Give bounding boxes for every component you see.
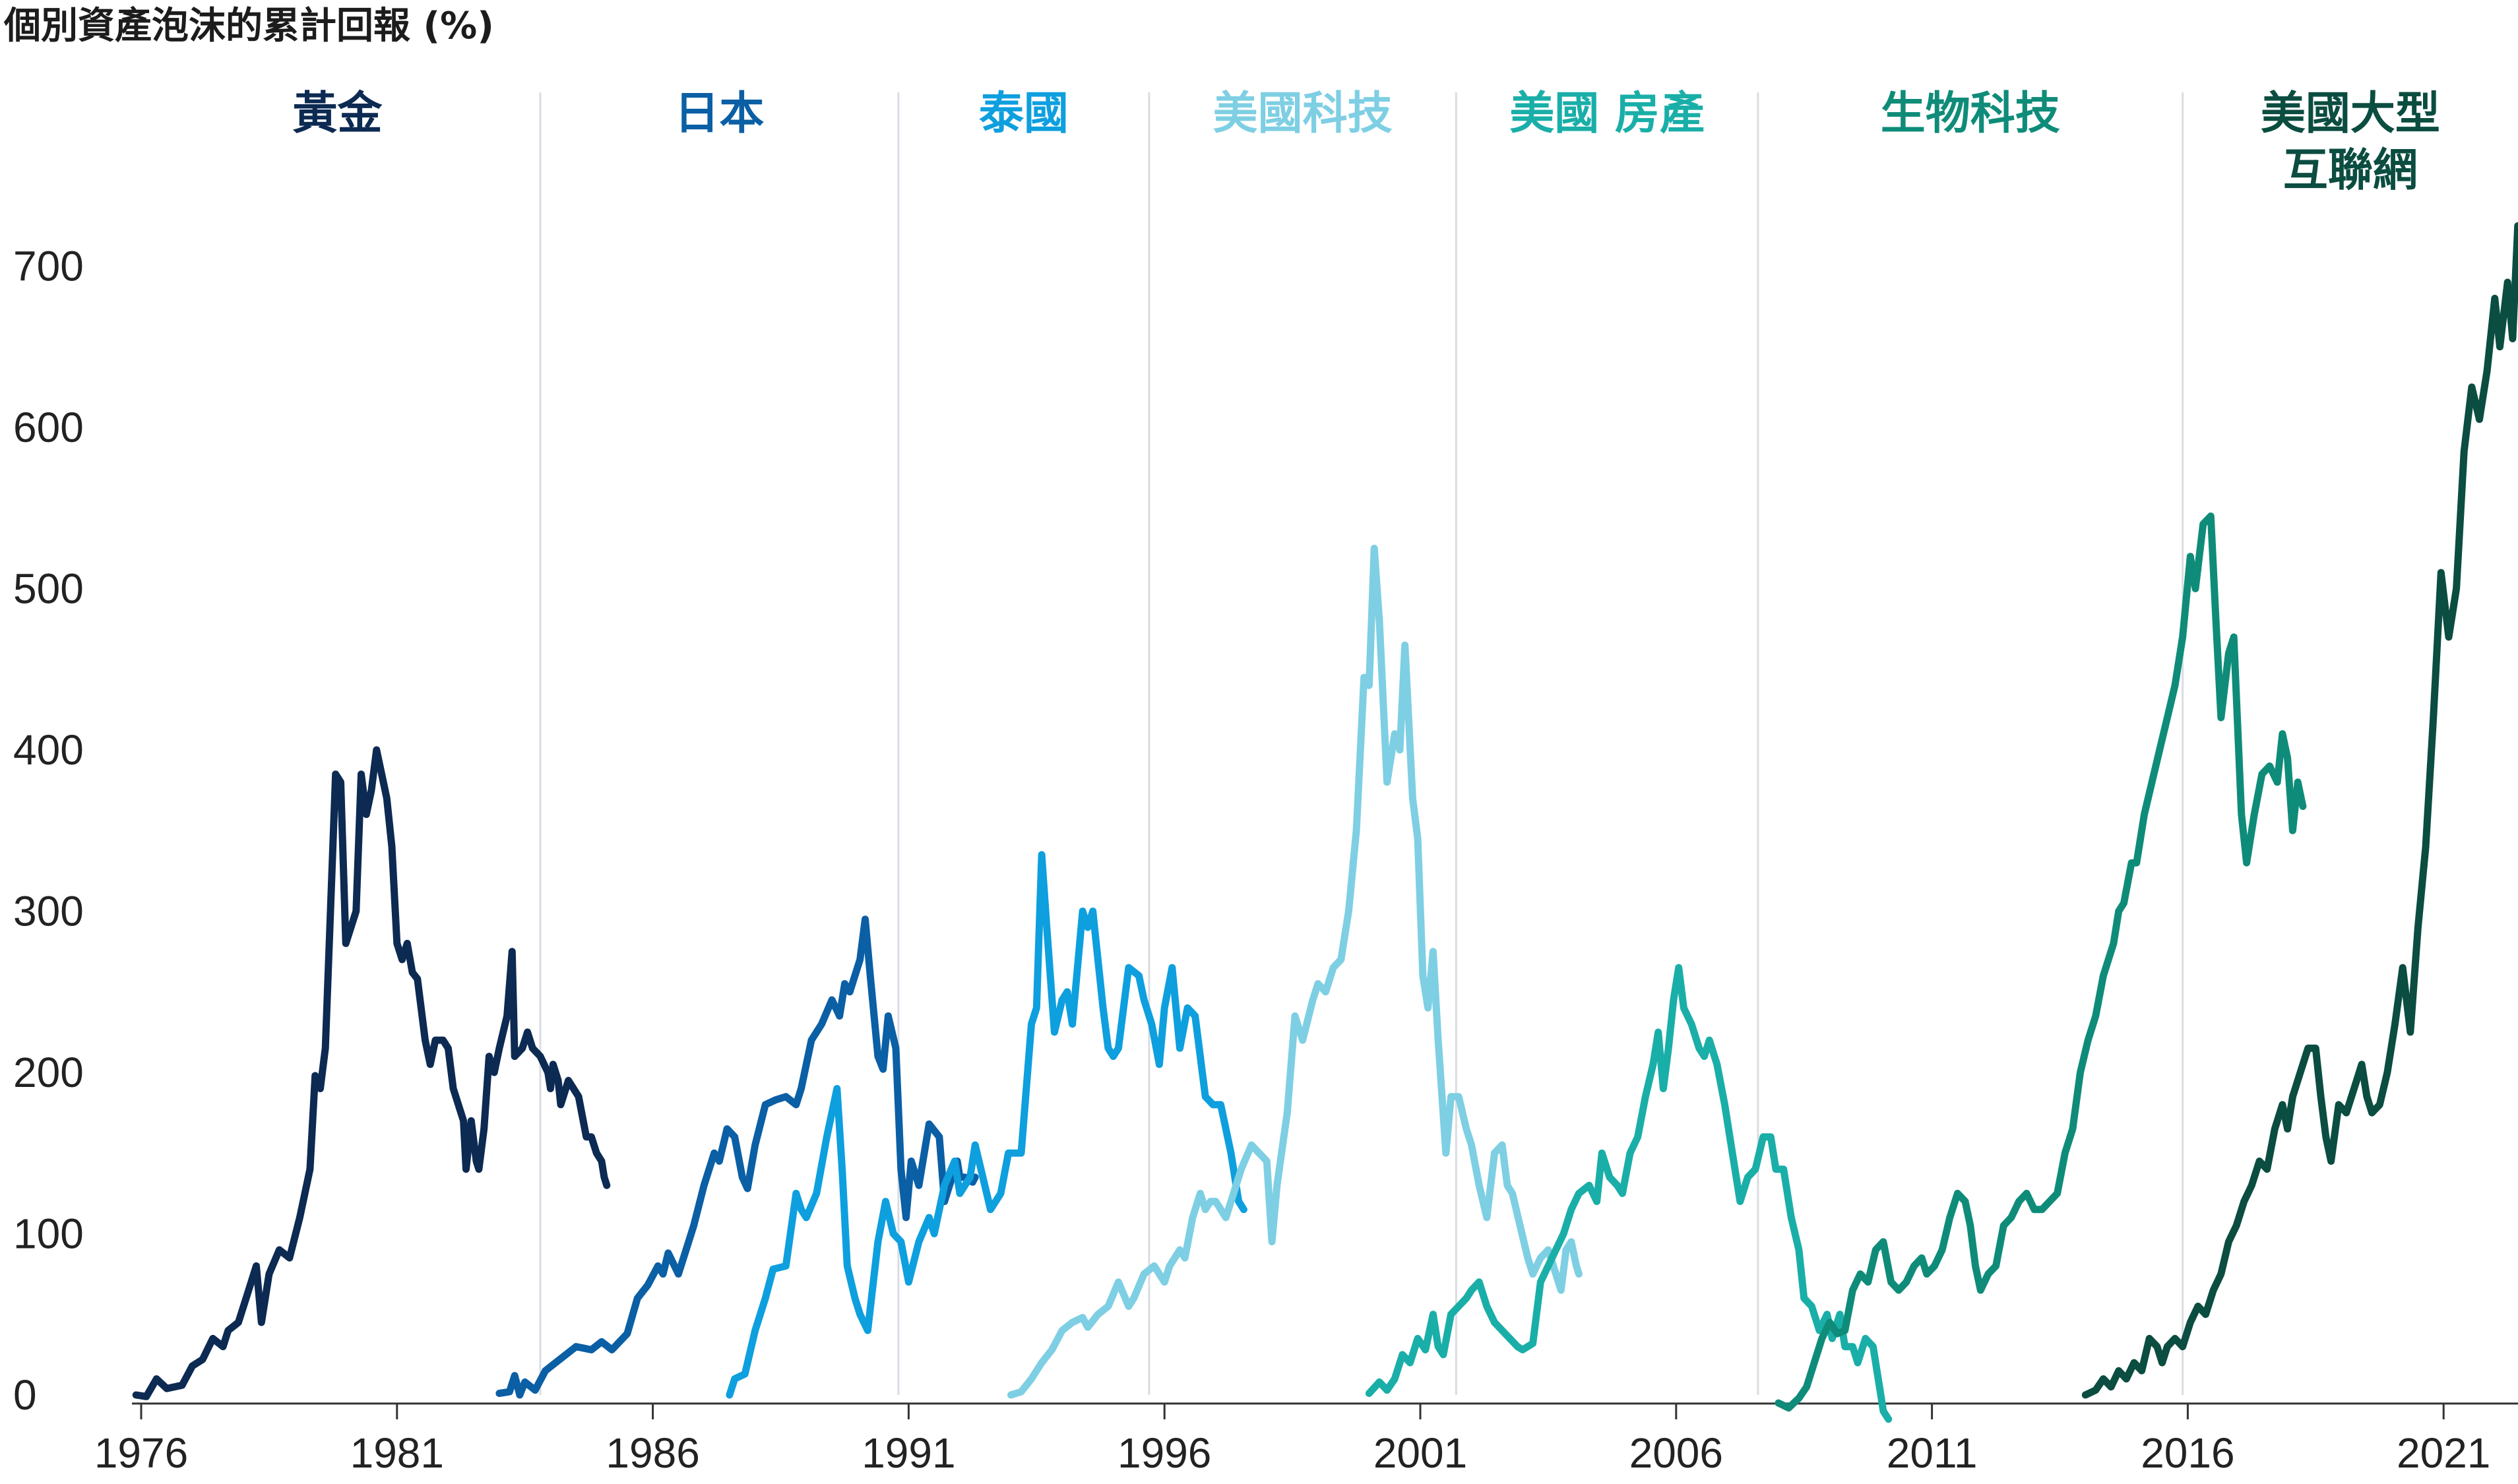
x-tick-label-1991: 1991	[862, 1429, 955, 1477]
series-label-3: 泰國	[979, 88, 1069, 140]
x-tick-label-2016: 2016	[2141, 1429, 2234, 1477]
y-tick-label-300: 300	[13, 888, 84, 935]
series-lines	[132, 222, 2518, 1423]
series-label-6: 生物科技	[1881, 88, 2060, 140]
x-tick-label-1986: 1986	[606, 1429, 699, 1477]
series-line-3	[726, 851, 1247, 1399]
series-label-4: 美國科技	[1213, 88, 1393, 140]
series-line-5	[1365, 964, 1893, 1423]
x-tick-label-1996: 1996	[1117, 1429, 1211, 1477]
x-tick-label-2021: 2021	[2397, 1429, 2490, 1477]
series-line-7	[2081, 222, 2518, 1399]
y-tick-label-500: 500	[13, 565, 84, 613]
series-label-7-line-2: 互聯網	[2283, 144, 2418, 197]
panel-separators	[539, 92, 2184, 1395]
y-tick-label-600: 600	[13, 404, 84, 451]
x-tick-label-2006: 2006	[1629, 1429, 1723, 1477]
series-label-7-line-1: 美國大型	[2261, 88, 2440, 140]
series-line-1	[132, 746, 611, 1400]
series-label-1: 黃金	[292, 88, 383, 140]
x-tick-label-1976: 1976	[94, 1429, 188, 1477]
series-line-4	[1007, 544, 1583, 1399]
series-line-2	[495, 915, 979, 1399]
x-tick-label-2011: 2011	[1887, 1429, 1978, 1477]
y-tick-label-0: 0	[13, 1371, 37, 1419]
x-tick-label-2001: 2001	[1373, 1429, 1467, 1477]
x-tick-label-1981: 1981	[350, 1429, 444, 1477]
y-tick-label-400: 400	[13, 726, 84, 774]
y-tick-label-200: 200	[13, 1049, 84, 1096]
series-label-5: 美國 房產	[1509, 88, 1705, 140]
x-axis-ticks: 1976 1981 1986 1991 1996 2001 2006 2011 2016 2021	[94, 1404, 2490, 1477]
y-tick-label-700: 700	[13, 243, 84, 290]
chart-title: 個別資產泡沫的累計回報 (%)	[4, 5, 494, 47]
series-line-6	[1775, 512, 2307, 1412]
y-axis-ticks: 0 100 200 300 400 500 600 700	[13, 243, 84, 1419]
series-label-2: 日本	[674, 88, 764, 140]
y-tick-label-100: 100	[13, 1210, 84, 1258]
